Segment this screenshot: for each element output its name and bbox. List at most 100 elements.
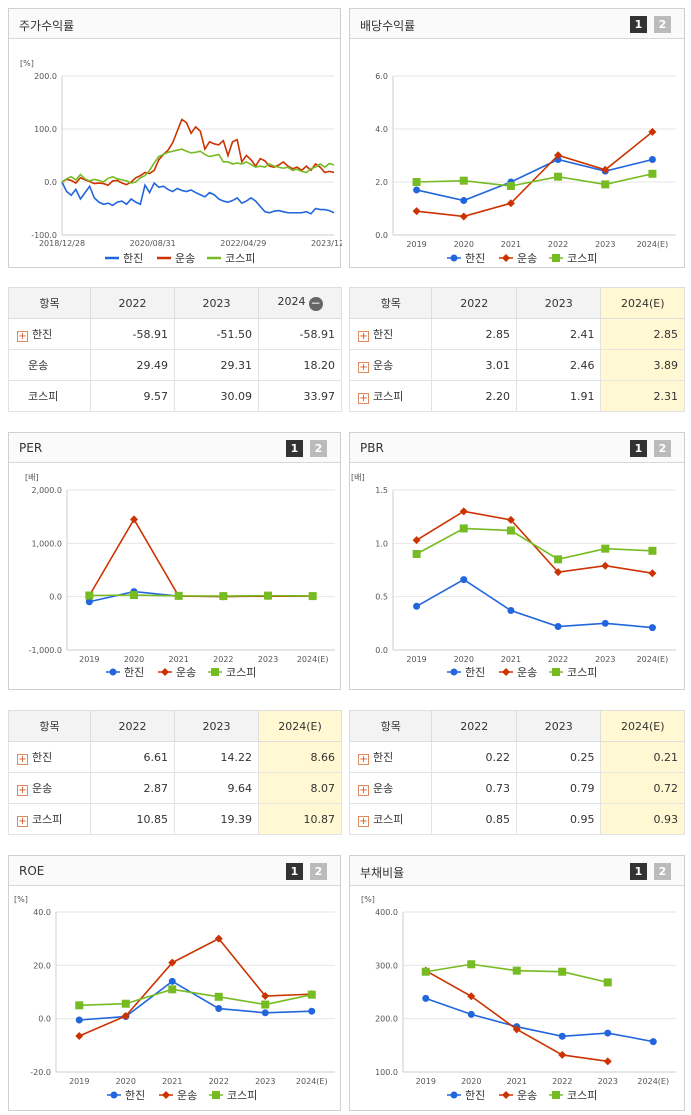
data-point (502, 254, 510, 262)
row-label[interactable]: + 한진 (348, 318, 433, 350)
expand-icon[interactable]: + (17, 754, 28, 765)
page-1-button[interactable]: 1 (630, 440, 647, 457)
legend-label: 운송 (517, 1089, 537, 1102)
data-point (211, 668, 219, 676)
y-tick-label: 100.0 (34, 125, 57, 134)
data-point (161, 668, 169, 676)
table-cell: 29.31 (174, 349, 259, 381)
table-cell: -58.91 (90, 318, 175, 350)
data-point (214, 934, 223, 943)
column-header: 2023 (174, 710, 259, 742)
page-2-button[interactable]: 2 (654, 863, 671, 880)
legend-label: 코스피 (567, 666, 597, 679)
page-1-button[interactable]: 1 (286, 440, 303, 457)
page-2-button[interactable]: 2 (654, 440, 671, 457)
table-cell: 8.66 (258, 741, 342, 773)
data-point (421, 967, 430, 976)
y-tick-label: 1.5 (375, 486, 388, 495)
table-row: + 한진 6.61 14.22 8.66 (8, 741, 342, 773)
page-1-button[interactable]: 1 (630, 863, 647, 880)
table-cell: 0.93 (600, 803, 685, 835)
page-2-button[interactable]: 2 (310, 863, 327, 880)
expand-icon[interactable]: + (358, 785, 369, 796)
data-point (506, 526, 515, 535)
data-point (603, 1057, 612, 1066)
column-header: 2023 (174, 287, 259, 319)
table-row: + 코스피 2.20 1.91 2.31 (348, 380, 685, 412)
data-point (552, 668, 560, 676)
x-tick-label: 2024(E) (637, 240, 669, 249)
legend-label: 한진 (125, 1089, 145, 1102)
data-point (601, 180, 610, 189)
stock-return-table: 항목 2022 2023 2024− + 한진 -58.91 -51.50 -58.91 운송 29… (8, 287, 342, 412)
panel-title: 배당수익률 (360, 19, 416, 33)
row-label[interactable]: + 코스피 (8, 803, 91, 835)
expand-icon[interactable]: + (358, 362, 369, 373)
y-tick-label: 2,000.0 (31, 486, 62, 495)
y-tick-label: 4.0 (375, 125, 388, 134)
expand-icon[interactable]: + (17, 785, 28, 796)
data-point (264, 591, 272, 600)
row-label[interactable]: + 운송 (348, 349, 433, 381)
data-point (450, 254, 458, 262)
data-point (121, 1012, 130, 1020)
y-tick-label: 0.5 (375, 593, 388, 602)
x-tick-label: 2020 (454, 655, 474, 664)
table-cell: 2.41 (515, 318, 602, 350)
column-header: 항목 (8, 710, 91, 742)
series-line (425, 969, 608, 1063)
data-point (467, 960, 476, 969)
data-point (601, 544, 610, 553)
table-cell: 10.87 (258, 803, 342, 835)
y-unit-label: [배] (351, 473, 365, 482)
data-point (558, 1050, 567, 1059)
panel-title: PER (19, 441, 43, 455)
page-1-button[interactable]: 1 (286, 863, 303, 880)
data-point (110, 1091, 118, 1099)
data-point (554, 151, 563, 160)
row-label[interactable]: + 코스피 (348, 380, 433, 412)
x-tick-label: 2020 (124, 655, 144, 664)
data-point (552, 1091, 560, 1099)
y-tick-label: 0.0 (49, 593, 62, 602)
collapse-icon[interactable]: − (308, 296, 323, 311)
row-label[interactable]: + 운송 (348, 772, 433, 804)
x-tick-label: 2023 (598, 1077, 618, 1086)
expand-icon[interactable]: + (358, 754, 369, 765)
x-tick-label: 2021 (162, 1077, 182, 1086)
expand-icon[interactable]: + (358, 331, 369, 342)
legend-label: 한진 (465, 666, 485, 679)
page-2-button[interactable]: 2 (310, 440, 327, 457)
expand-icon[interactable]: + (358, 393, 369, 404)
data-point (168, 958, 177, 967)
page-2-button[interactable]: 2 (654, 16, 671, 33)
row-label[interactable]: + 코스피 (348, 803, 433, 835)
data-point (109, 668, 117, 676)
legend-label: 한진 (465, 1089, 485, 1102)
expand-icon[interactable]: + (17, 331, 28, 342)
legend-label: 코스피 (226, 666, 256, 679)
panel-title: 부채비율 (360, 866, 405, 880)
data-point (554, 568, 563, 577)
table-row: + 코스피 0.85 0.95 0.93 (348, 803, 685, 835)
page-1-button[interactable]: 1 (630, 16, 647, 33)
roe-panel: ROE 1 2 [%] 40.0 20.0 0.0 -20.0 2019 2020 2021 2… (8, 855, 341, 1111)
row-label[interactable]: + 한진 (8, 741, 91, 773)
expand-icon[interactable]: + (358, 816, 369, 827)
x-tick-label: 2024(E) (637, 1077, 669, 1086)
y-tick-label: 200.0 (34, 72, 57, 81)
data-point (558, 967, 567, 976)
data-point (212, 1091, 220, 1099)
expand-icon[interactable]: + (17, 816, 28, 827)
row-label: 운송 (8, 349, 91, 381)
x-tick-label: 2024(E) (296, 1077, 328, 1086)
row-label[interactable]: + 한진 (8, 318, 91, 350)
row-label[interactable]: + 운송 (8, 772, 91, 804)
table-cell: 2.85 (431, 318, 517, 350)
table-cell: 8.07 (258, 772, 342, 804)
data-point (648, 569, 657, 578)
column-header: 2023 (515, 287, 602, 319)
series-line (79, 980, 312, 1021)
row-label[interactable]: + 한진 (348, 741, 433, 773)
